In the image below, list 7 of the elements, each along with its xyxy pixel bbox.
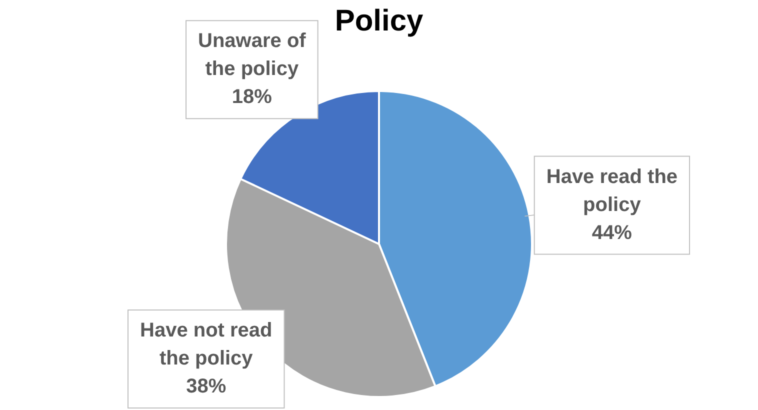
- slice-label: Unaware of the policy: [198, 30, 306, 80]
- slice-label: Have read the policy: [546, 166, 678, 216]
- data-label: 38%: [186, 376, 226, 398]
- data-label: 18%: [232, 86, 272, 108]
- slice-label: Have not read the policy: [140, 320, 272, 370]
- data-label: 44%: [592, 222, 632, 244]
- chart-title: Policy: [334, 4, 424, 38]
